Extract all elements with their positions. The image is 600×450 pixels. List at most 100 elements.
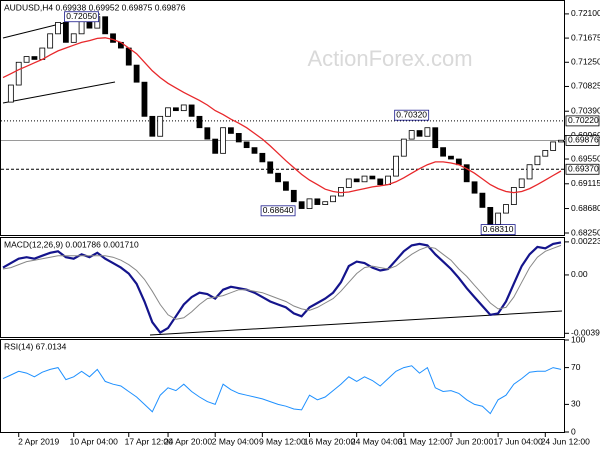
annotation-box — [260, 205, 296, 217]
candle-body — [495, 212, 502, 225]
candle-body — [487, 206, 494, 225]
candle-body — [393, 155, 399, 177]
annotation-label: 0.68640 — [263, 205, 294, 215]
series-line — [2, 365, 562, 415]
x-tick-label: 24 Apr 20:00 — [164, 436, 212, 446]
candle-body — [125, 47, 132, 66]
annotation-box — [394, 109, 430, 121]
candle-body — [471, 181, 478, 194]
candle-body — [290, 189, 297, 203]
level-box — [565, 135, 600, 146]
y-tick-label: 70 — [571, 362, 581, 372]
candle-body — [534, 155, 541, 166]
x-tick-label: 2 Apr 2019 — [18, 436, 59, 446]
candle-body — [15, 61, 22, 86]
candle-body — [408, 130, 415, 140]
y-tick-label: 0.00 — [571, 269, 588, 279]
candle-body — [110, 33, 116, 43]
candle-body — [243, 141, 250, 149]
candle-body — [196, 115, 203, 129]
annotation-label: 0.68310 — [483, 224, 514, 234]
candle-body — [31, 56, 38, 60]
y-tick-label: 0.68680 — [571, 203, 600, 213]
candle-body — [165, 107, 171, 117]
annotation-box — [480, 224, 516, 235]
chart-title: RSI(14) 67.0134 — [4, 341, 67, 351]
y-tick-label: 0.71675 — [571, 32, 600, 42]
candle-body — [23, 56, 30, 63]
candle-body — [424, 127, 431, 137]
candle-body — [314, 198, 321, 205]
candle-body — [463, 164, 470, 183]
candle-body — [510, 187, 517, 205]
y-tick-label: 0.70390 — [571, 105, 600, 115]
candle-body — [275, 172, 281, 183]
y-tick-label: 0 — [571, 426, 576, 436]
level-box — [565, 163, 600, 175]
candle-body — [440, 147, 447, 157]
candle-body — [479, 192, 486, 208]
x-tick-label: 31 May 12:00 — [398, 436, 450, 446]
level-label: 0.69876 — [568, 135, 599, 145]
level-box — [565, 115, 600, 127]
y-tick-label: -0.00395 — [571, 328, 600, 338]
trend-line — [2, 81, 116, 104]
candle-body — [228, 127, 234, 134]
y-tick-label: 0.72100 — [571, 8, 600, 18]
candle-body — [251, 147, 258, 154]
candle-body — [558, 139, 564, 143]
candle-body — [212, 138, 219, 154]
x-tick-label: 10 Apr 04:00 — [70, 436, 118, 446]
candle-body — [369, 175, 376, 180]
level-label: 0.70220 — [568, 115, 599, 125]
macd-panel — [0, 237, 565, 338]
candle-body — [204, 127, 211, 140]
candle-body — [518, 178, 525, 188]
y-tick-label: 0.70825 — [571, 81, 600, 91]
x-tick-label: 9 May 12:00 — [259, 436, 306, 446]
candle-body — [7, 84, 14, 103]
candle-body — [102, 16, 109, 35]
candle-body — [180, 104, 187, 112]
y-tick-label: 30 — [571, 399, 581, 409]
candle-body — [47, 33, 54, 49]
level-label: 0.69370 — [568, 164, 599, 174]
x-tick-label: 24 Jun 12:00 — [541, 436, 590, 446]
candle-body — [141, 81, 148, 117]
y-tick-label: 0.69115 — [571, 178, 600, 188]
chart-title: AUDUSD,H4 0.69938 0.69952 0.69875 0.6987… — [4, 2, 186, 12]
candle-body — [306, 198, 313, 209]
price-panel — [0, 0, 565, 236]
rsi-panel — [0, 339, 565, 433]
y-tick-label: 100 — [571, 334, 585, 344]
candle-body — [157, 115, 164, 137]
candle-body — [62, 22, 69, 43]
candle-body — [235, 133, 242, 143]
y-tick-label: 0.69550 — [571, 153, 600, 163]
series-line — [2, 241, 562, 335]
candle-body — [542, 150, 549, 157]
y-tick-label: 0.002237 — [571, 236, 600, 246]
annotation-label: 0.72050 — [66, 11, 97, 21]
x-tick-label: 17 Apr 12:00 — [125, 436, 173, 446]
chart-title: MACD(12,26,9) 0.001786 0.001710 — [4, 239, 139, 249]
candle-body — [70, 33, 77, 43]
candle-body — [267, 161, 274, 174]
annotation-box — [64, 11, 99, 23]
y-tick-label: 0.71250 — [571, 57, 600, 67]
candle-body — [133, 64, 140, 83]
candle-body — [416, 130, 423, 137]
annotation-label: 0.70320 — [396, 109, 427, 119]
candle-body — [149, 115, 156, 137]
candle-body — [173, 107, 179, 112]
watermark: ActionForex.com — [307, 46, 472, 71]
candle-body — [283, 181, 289, 191]
candle-body — [353, 178, 360, 183]
candle-body — [220, 127, 226, 154]
candle-body — [259, 152, 266, 163]
candle-body — [400, 138, 407, 157]
candle-body — [55, 22, 61, 35]
candle-body — [345, 178, 352, 188]
candle-body — [448, 155, 454, 160]
